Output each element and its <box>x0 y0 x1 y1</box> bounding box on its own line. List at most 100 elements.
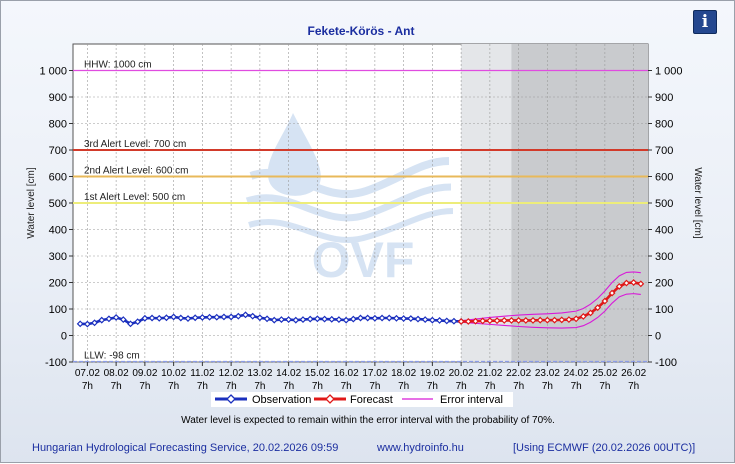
x-tick-hour: 7h <box>369 381 380 392</box>
observation-point <box>270 316 278 324</box>
y-tick-label-left: 400 <box>49 225 67 237</box>
observation-point <box>227 313 235 321</box>
forecast-point <box>637 280 645 288</box>
observation-point <box>98 316 106 324</box>
x-tick-date: 16.02 <box>334 368 359 379</box>
x-tick-hour: 7h <box>628 381 639 392</box>
observation-point <box>220 313 228 321</box>
legend-error-interval-label: Error interval <box>440 394 503 406</box>
observation-point <box>421 316 429 324</box>
forecast-point <box>601 297 609 305</box>
y-tick-label-left: 1 000 <box>39 66 67 78</box>
error-interval-upper <box>461 271 641 322</box>
x-tick-date: 07.02 <box>75 368 100 379</box>
x-axis-ticks: 07.02 7h 08.02 7h 09.02 7h 10.02 7h 11.02 7h 12.02… <box>75 362 647 392</box>
observation-point <box>292 316 300 324</box>
observation-point <box>148 314 156 322</box>
x-tick-hour: 7h <box>283 381 294 392</box>
x-tick-hour: 7h <box>542 381 553 392</box>
forecast-point <box>608 289 616 297</box>
y-tick-label-right: 900 <box>655 92 673 104</box>
x-tick-date: 17.02 <box>362 368 387 379</box>
chart-title: Fekete-Körös - Ant <box>308 24 415 38</box>
forecast-point <box>536 316 544 324</box>
x-tick-date: 19.02 <box>420 368 445 379</box>
observation-point <box>112 314 120 321</box>
y-tick-label-left: 100 <box>49 304 67 316</box>
x-tick-hour: 7h <box>254 381 265 392</box>
observation-point <box>400 315 408 322</box>
forecast-point <box>572 315 580 323</box>
forecast-point <box>615 283 623 290</box>
y-tick-label-left: 300 <box>49 251 67 263</box>
forecast-point <box>594 304 602 312</box>
observation-point <box>141 314 149 322</box>
forecast-point <box>479 317 487 325</box>
observation-point <box>170 313 178 321</box>
x-tick-date: 09.02 <box>132 368 157 379</box>
observation-point <box>119 316 127 324</box>
x-tick-date: 22.02 <box>506 368 531 379</box>
y-tick-label-right: 100 <box>655 304 673 316</box>
reference-lines: HHW: 1000 cm 3rd Alert Level: 700 cm 2nd A… <box>73 60 648 363</box>
x-tick-hour: 7h <box>456 381 467 392</box>
observation-point <box>328 315 336 323</box>
observation-point <box>177 314 185 322</box>
observation-point <box>263 315 271 323</box>
x-tick-hour: 7h <box>599 381 610 392</box>
ovf-watermark-logo: OVF <box>245 113 454 288</box>
forecast-point <box>579 312 587 320</box>
observation-point <box>234 312 242 320</box>
x-tick-hour: 7h <box>197 381 208 392</box>
y-tick-label-right: 600 <box>655 172 673 184</box>
x-tick-hour: 7h <box>513 381 524 392</box>
footer-model-info: [Using ECMWF (20.02.2026 00UTC)] <box>513 442 696 454</box>
y-tick-label-left: 200 <box>49 278 67 290</box>
observation-point <box>414 315 422 323</box>
watermark-text: OVF <box>312 232 415 288</box>
forecast-point <box>500 316 508 324</box>
observation-point <box>198 314 206 321</box>
reference-line-label: 3rd Alert Level: 700 cm <box>84 139 186 150</box>
legend: Observation Forecast Error interval <box>211 392 513 407</box>
info-button[interactable]: i <box>693 10 717 34</box>
x-tick-date: 12.02 <box>219 368 244 379</box>
y-tick-label-right: -100 <box>655 357 677 369</box>
forecast-point <box>472 317 479 325</box>
observation-point <box>342 316 350 324</box>
x-tick-date: 13.02 <box>247 368 272 379</box>
x-tick-hour: 7h <box>484 381 495 392</box>
x-tick-hour: 7h <box>226 381 237 392</box>
observation-point <box>378 314 386 322</box>
forecast-point <box>529 316 537 324</box>
y-axis-right-label: Water level [cm] <box>692 167 703 239</box>
observation-point <box>256 314 264 322</box>
observation-point <box>335 316 343 324</box>
forecast-point <box>551 316 559 324</box>
forecast-point <box>493 317 501 325</box>
forecast-point <box>543 316 551 324</box>
y-tick-label-left: 700 <box>49 145 67 157</box>
x-tick-hour: 7h <box>111 381 122 392</box>
observation-point <box>321 315 329 323</box>
x-tick-hour: 7h <box>82 381 93 392</box>
info-icon: i <box>701 12 709 32</box>
legend-observation: Observation <box>215 394 311 406</box>
x-tick-date: 24.02 <box>564 368 589 379</box>
x-tick-hour: 7h <box>312 381 323 392</box>
y-axis-left-label: Water level [cm] <box>26 167 37 239</box>
observation-point <box>349 315 357 323</box>
footer-website-link[interactable]: www.hydroinfo.hu <box>377 442 464 454</box>
observation-point <box>428 316 436 324</box>
y-tick-label-left: 600 <box>49 172 67 184</box>
forecast-point <box>457 318 465 325</box>
reference-line-label: HHW: 1000 cm <box>84 60 152 71</box>
x-tick-date: 20.02 <box>449 368 474 379</box>
grid <box>73 44 648 363</box>
y-tick-label-left: 500 <box>49 198 67 210</box>
legend-observation-label: Observation <box>252 394 311 406</box>
y-tick-label-right: 0 <box>655 331 661 343</box>
x-tick-date: 26.02 <box>621 368 646 379</box>
